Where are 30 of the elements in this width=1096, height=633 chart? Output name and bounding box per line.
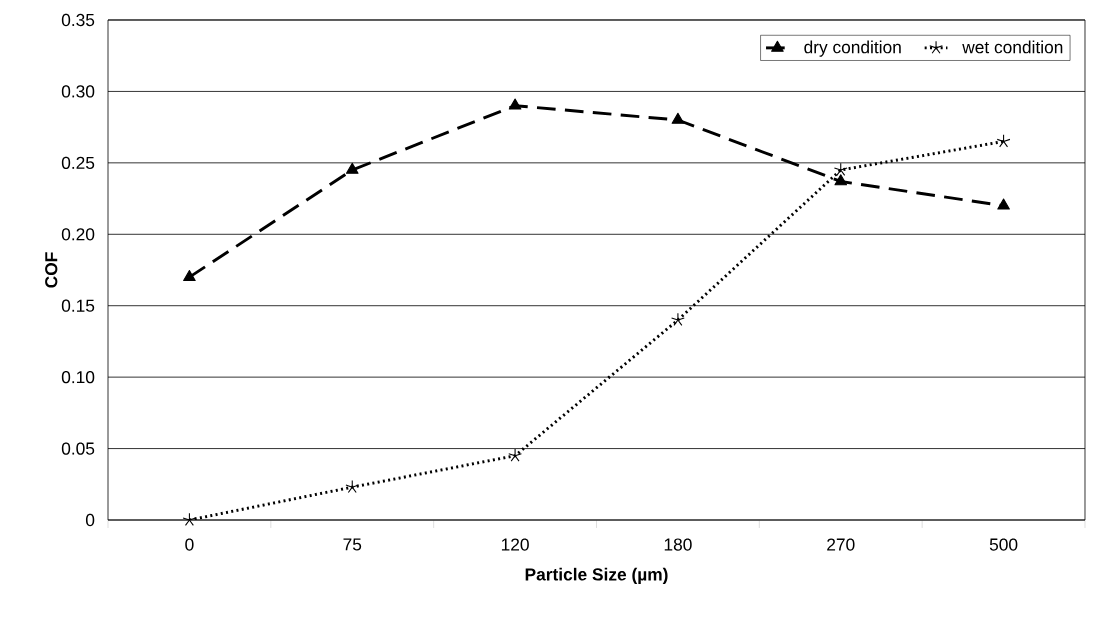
x-tick-label: 0: [185, 538, 194, 551]
x-tick-label: 75: [343, 538, 362, 551]
y-tick-label: 0.25: [61, 156, 95, 169]
y-tick-label: 0: [85, 513, 95, 527]
x-tick-label: 500: [989, 538, 1018, 551]
y-axis-title: COF: [45, 252, 58, 288]
point: [671, 112, 685, 124]
point: [183, 269, 196, 282]
point: [833, 162, 848, 176]
x-axis-title: Particle Size (µm): [525, 567, 668, 584]
y-tick-label: 0.10: [61, 371, 95, 384]
x-tick-label: 120: [501, 538, 529, 551]
y-tick-label: 0.30: [61, 85, 95, 98]
point: [345, 162, 359, 174]
point: [997, 198, 1010, 210]
y-tick-label: 0.15: [61, 299, 95, 312]
legend-label: wet condition: [962, 40, 1063, 54]
point: [182, 512, 197, 526]
x-tick-label: 180: [664, 538, 692, 551]
point: [671, 312, 685, 326]
x-tick-label: 270: [827, 538, 855, 551]
point: [508, 448, 522, 462]
y-tick-label: 0.20: [61, 228, 95, 241]
point: [996, 134, 1011, 148]
legend-label: dry condition: [804, 40, 901, 57]
point: [834, 174, 848, 186]
y-tick-label: 0.35: [61, 13, 95, 27]
point: [508, 98, 522, 110]
y-tick-label: 0.05: [61, 442, 95, 455]
point: [345, 479, 360, 494]
